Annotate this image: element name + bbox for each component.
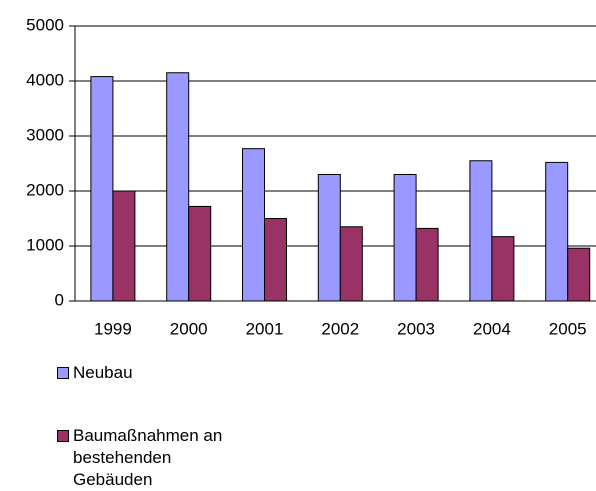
bar — [112, 190, 136, 302]
bar — [317, 174, 341, 302]
legend-label: Neubau — [73, 363, 133, 382]
legend-entry: Baumaßnahmen an bestehenden Gebäuden — [57, 425, 297, 491]
bar — [242, 148, 265, 302]
legend-entry: Neubau — [57, 362, 297, 384]
legend-swatch — [57, 430, 69, 442]
bar — [491, 236, 515, 302]
x-tick-label: 2000 — [170, 319, 208, 338]
y-tick-label: 3000 — [26, 125, 64, 144]
chart: 0 1000 2000 3000 4000 5000 1999 2000 2001 2002 200… — [26, 15, 596, 338]
bar — [339, 226, 363, 302]
bar — [166, 72, 190, 302]
y-tick-label: 4000 — [26, 70, 64, 89]
bar — [545, 161, 569, 302]
y-tick-label: 1000 — [26, 235, 64, 254]
x-tick-label: 2002 — [321, 319, 359, 338]
y-tick-label: 2000 — [26, 180, 64, 199]
legend-label: Baumaßnahmen an bestehenden Gebäuden — [73, 426, 223, 489]
x-tick-label: 1999 — [94, 319, 132, 338]
x-tick-label: 2004 — [473, 319, 511, 338]
x-tick-label: 2005 — [549, 319, 587, 338]
page: 0 1000 2000 3000 4000 5000 1999 2000 2001 2002 200… — [26, 15, 596, 489]
bar — [264, 218, 287, 302]
bar — [567, 247, 591, 302]
x-tick-label: 2003 — [397, 319, 435, 338]
bar — [393, 174, 417, 302]
y-tick-label: 0 — [55, 290, 64, 309]
legend-swatch — [57, 367, 69, 379]
bar — [90, 76, 114, 302]
y-tick-label: 5000 — [26, 15, 64, 34]
bar — [415, 227, 439, 302]
bar — [188, 205, 212, 302]
bar — [469, 160, 493, 302]
x-tick-label: 2001 — [246, 319, 284, 338]
